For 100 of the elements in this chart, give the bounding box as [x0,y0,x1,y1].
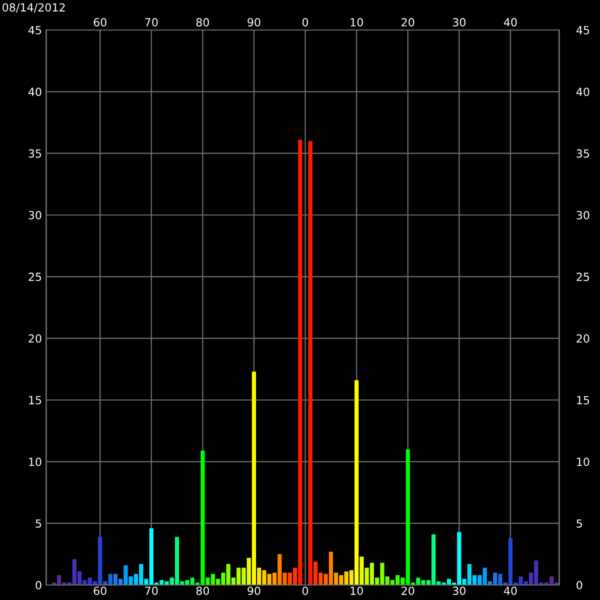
y-tick-label: 35 [28,149,42,158]
x-tick-label: 80 [196,586,209,595]
y2-tick-label: 25 [576,272,590,282]
bar [144,578,148,585]
bar [288,572,292,585]
y2-tick-label: 0 [576,580,582,590]
category-label: 90 [248,18,260,26]
bar [242,568,246,585]
bar [128,576,133,585]
bar [308,141,312,585]
bar [349,570,354,585]
bar [282,572,287,585]
bar [231,578,236,585]
bar [124,565,128,585]
bar [498,574,502,585]
bar [210,574,215,585]
bar [400,578,405,585]
bar [134,574,138,585]
bar [478,575,482,585]
bar [416,578,420,585]
category-label: 20 [402,18,414,26]
bar [472,575,477,585]
bar [339,575,344,585]
bar [370,562,374,585]
y-tick-label: 40 [28,88,42,96]
x-tick-label: 20 [402,586,414,595]
y-tick-label: 10 [29,458,42,466]
y2-tick-label: 15 [577,396,590,404]
bar [174,536,180,585]
bar [221,572,226,585]
bar [252,372,256,585]
bar [493,572,498,585]
x-tick-label: 60 [94,586,106,595]
y2-tick-label: 40 [576,88,590,96]
bar [185,580,190,585]
bar [292,568,298,585]
category-label: 10 [350,18,363,26]
bar [200,450,205,585]
y2-tick-label: 5 [576,519,582,528]
bar [334,572,338,585]
y-tick-label: 5 [36,519,42,528]
bar [344,571,348,585]
category-label: 60 [94,18,106,26]
category-label: 0 [302,18,308,26]
bar [462,578,466,585]
bar [267,574,272,585]
bar [190,578,194,585]
bar [457,532,462,585]
category-label: 80 [196,18,209,26]
chart-title: 08/14/2012 [2,3,65,12]
x-tick-label: 70 [145,586,158,595]
bar [380,562,384,585]
bar [324,574,328,585]
x-tick-label: 10 [350,586,363,595]
bar [431,534,436,585]
bar [262,570,266,585]
bar [298,140,302,585]
x-tick-label: 30 [452,586,466,595]
bar [406,449,410,585]
bar [360,556,364,585]
bar [246,558,251,585]
bar [139,564,144,585]
bar [206,578,210,585]
bar [421,580,426,585]
category-label: 70 [145,18,158,26]
bar [236,568,241,585]
bar [149,528,154,585]
bar [328,552,333,585]
bar [272,572,277,585]
bar [113,574,118,585]
y2-tick-label: 45 [576,26,590,34]
bar [313,562,318,585]
y2-tick-label: 20 [576,334,590,343]
bar [318,572,323,585]
y-tick-label: 45 [28,26,42,34]
x-tick-label: 0 [302,586,308,595]
bar [257,568,262,585]
y2-tick-label: 35 [576,149,590,158]
bar [226,564,230,585]
bar [467,564,472,585]
y2-tick-label: 10 [577,458,590,466]
bar [278,554,282,585]
category-label: 30 [452,18,466,26]
y-tick-label: 15 [29,396,42,404]
y-tick-label: 20 [28,334,42,343]
y-tick-label: 25 [28,272,42,282]
y-tick-label: 30 [28,210,42,220]
bar [108,574,112,585]
y-tick-label: 0 [36,580,42,590]
y2-tick-label: 30 [576,210,590,220]
bar [364,568,369,585]
bar [385,576,390,585]
x-tick-label: 40 [504,586,517,595]
bar [170,578,174,585]
bar [375,578,380,585]
x-tick-label: 90 [248,586,260,595]
bar [354,380,359,585]
bar [482,568,487,585]
bar [396,575,400,585]
category-label: 40 [504,18,517,26]
